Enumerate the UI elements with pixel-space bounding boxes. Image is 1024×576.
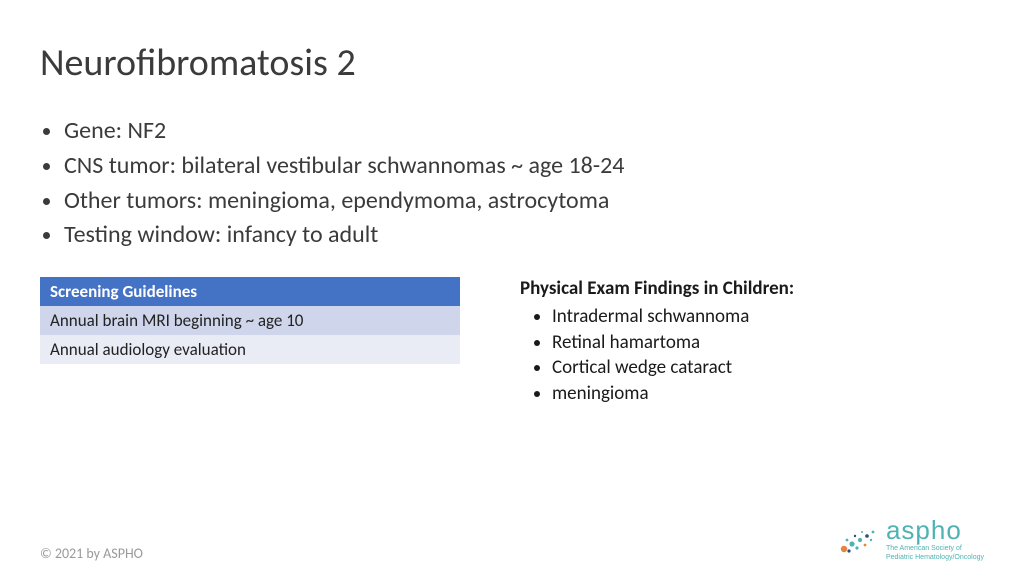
logo-subtitle-2: Pediatric Hematology/Oncology bbox=[886, 554, 984, 562]
findings-section: Physical Exam Findings in Children: Intr… bbox=[520, 277, 984, 407]
list-item: meningioma bbox=[552, 381, 984, 407]
aspho-logo: aspho The American Society of Pediatric … bbox=[838, 519, 984, 562]
table-row: Annual brain MRI beginning ~ age 10 bbox=[40, 306, 460, 335]
logo-name: aspho bbox=[886, 519, 984, 542]
main-bullet-list: Gene: NF2 CNS tumor: bilateral vestibula… bbox=[40, 114, 984, 253]
list-item: Intradermal schwannoma bbox=[552, 304, 984, 330]
table-header: Screening Guidelines bbox=[40, 277, 460, 306]
findings-list: Intradermal schwannoma Retinal hamartoma… bbox=[520, 304, 984, 407]
list-item: Cortical wedge cataract bbox=[552, 355, 984, 381]
findings-title: Physical Exam Findings in Children: bbox=[520, 277, 984, 300]
slide-title: Neurofibromatosis 2 bbox=[40, 40, 984, 86]
logo-dots-icon bbox=[838, 526, 878, 556]
list-item: Testing window: infancy to adult bbox=[64, 218, 984, 253]
table-row: Annual audiology evaluation bbox=[40, 335, 460, 364]
list-item: CNS tumor: bilateral vestibular schwanno… bbox=[64, 149, 984, 184]
copyright-text: © 2021 by ASPHO bbox=[40, 545, 143, 562]
screening-table: Screening Guidelines Annual brain MRI be… bbox=[40, 277, 460, 364]
slide: Neurofibromatosis 2 Gene: NF2 CNS tumor:… bbox=[0, 0, 1024, 576]
lower-row: Screening Guidelines Annual brain MRI be… bbox=[40, 277, 984, 407]
list-item: Retinal hamartoma bbox=[552, 330, 984, 356]
logo-text: aspho The American Society of Pediatric … bbox=[886, 519, 984, 562]
logo-subtitle-1: The American Society of bbox=[886, 545, 984, 553]
list-item: Gene: NF2 bbox=[64, 114, 984, 149]
list-item: Other tumors: meningioma, ependymoma, as… bbox=[64, 184, 984, 219]
